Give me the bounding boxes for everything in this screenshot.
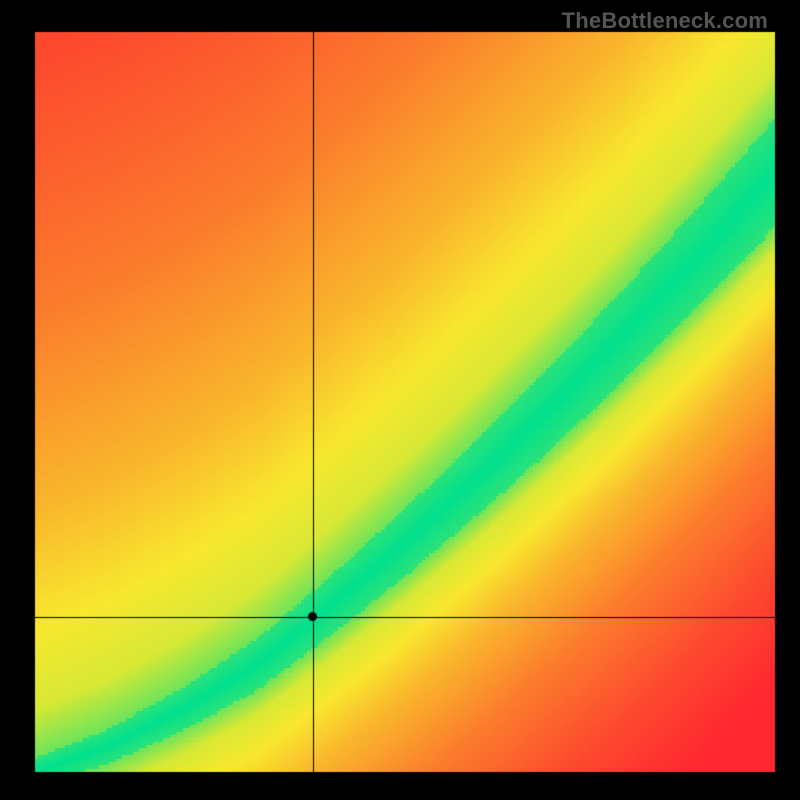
heatmap-canvas — [0, 0, 800, 800]
figure-container: TheBottleneck.com — [0, 0, 800, 800]
watermark-text: TheBottleneck.com — [562, 8, 768, 34]
